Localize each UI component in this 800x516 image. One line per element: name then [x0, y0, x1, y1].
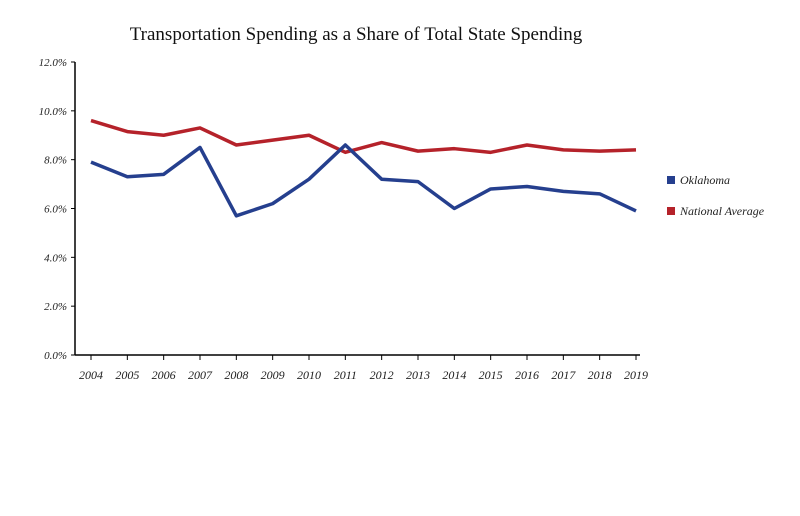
legend-swatch [667, 207, 675, 215]
series-line-oklahoma [91, 145, 636, 216]
x-tick-label: 2011 [334, 368, 357, 382]
legend-label: Oklahoma [680, 173, 730, 187]
x-tick-label: 2013 [406, 368, 430, 382]
x-tick-label: 2016 [515, 368, 539, 382]
y-tick-label: 8.0% [44, 155, 67, 167]
x-tick-label: 2006 [152, 368, 176, 382]
y-tick-label: 2.0% [44, 301, 67, 313]
x-tick-label: 2017 [551, 368, 576, 382]
x-tick-label: 2008 [224, 368, 248, 382]
y-tick-label: 4.0% [44, 252, 67, 264]
legend-swatch [667, 176, 675, 184]
x-tick-label: 2015 [479, 368, 503, 382]
x-tick-label: 2004 [79, 368, 103, 382]
x-tick-label: 2010 [297, 368, 321, 382]
x-tick-label: 2012 [370, 368, 394, 382]
x-tick-label: 2018 [588, 368, 612, 382]
chart-title: Transportation Spending as a Share of To… [130, 24, 583, 45]
x-tick-label: 2014 [442, 368, 466, 382]
y-tick-label: 10.0% [39, 106, 67, 118]
x-tick-label: 2009 [261, 368, 285, 382]
series-line-national-average [91, 121, 636, 153]
y-tick-label: 12.0% [39, 57, 67, 69]
legend-label: National Average [679, 204, 765, 218]
y-tick-label: 6.0% [44, 204, 67, 216]
x-tick-label: 2019 [624, 368, 648, 382]
x-tick-label: 2005 [115, 368, 139, 382]
y-tick-label: 0.0% [44, 350, 67, 362]
x-tick-label: 2007 [188, 368, 213, 382]
